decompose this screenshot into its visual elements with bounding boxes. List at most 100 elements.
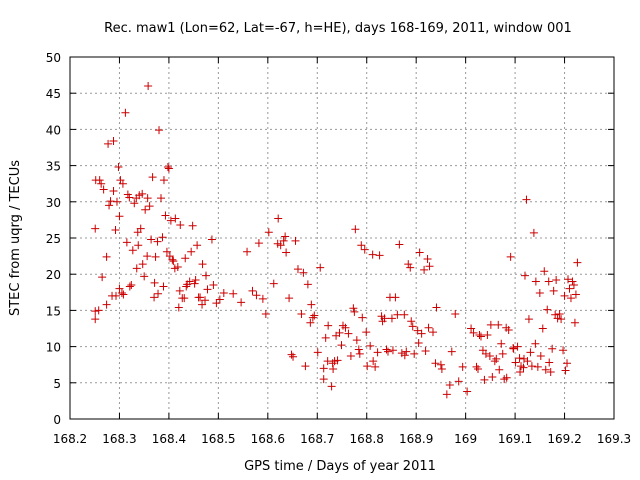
x-tick-label: 168.2 (53, 432, 87, 446)
data-point (467, 324, 476, 333)
data-point (201, 296, 210, 305)
data-point (463, 387, 472, 396)
data-point (264, 228, 273, 237)
data-point (522, 195, 531, 204)
data-point (209, 281, 218, 290)
data-point (274, 214, 283, 223)
data-point (541, 365, 550, 374)
data-point (371, 362, 380, 371)
data-point (498, 349, 507, 358)
data-point (196, 293, 205, 302)
data-point (529, 228, 538, 237)
data-point (445, 380, 454, 389)
y-tick-label: 15 (46, 304, 61, 318)
data-points (91, 82, 582, 399)
data-point (145, 202, 154, 211)
data-point (111, 291, 120, 300)
x-tick-label: 168.3 (102, 432, 136, 446)
data-point (476, 332, 485, 341)
data-point (504, 325, 513, 334)
data-point (368, 250, 377, 259)
data-point (506, 252, 515, 261)
data-point (414, 338, 423, 347)
x-tick-label: 168.8 (350, 432, 384, 446)
data-point (147, 235, 156, 244)
data-point (316, 263, 325, 272)
data-point (134, 241, 143, 250)
data-point (212, 299, 221, 308)
data-point (546, 367, 555, 376)
data-point (109, 186, 118, 195)
data-point (553, 314, 562, 323)
data-point (281, 232, 290, 241)
data-point (243, 247, 252, 256)
data-point (155, 126, 164, 135)
data-point (141, 205, 150, 214)
data-point (415, 248, 424, 257)
x-tick-label: 168.4 (152, 432, 186, 446)
data-point (524, 315, 533, 324)
data-point (252, 291, 261, 300)
data-point (229, 289, 238, 298)
data-point (307, 300, 316, 309)
data-point (299, 268, 308, 277)
data-point (254, 239, 263, 248)
data-point (417, 329, 426, 338)
data-point (423, 254, 432, 263)
data-point (301, 362, 310, 371)
data-point (483, 331, 492, 340)
chart-title: Rec. maw1 (Lon=62, Lat=-67, h=HE), days … (104, 21, 572, 36)
data-point (564, 275, 573, 284)
data-point (560, 291, 569, 300)
data-point (91, 315, 100, 324)
data-point (148, 173, 157, 182)
data-point (303, 280, 312, 289)
data-point (91, 307, 100, 316)
data-point (391, 293, 400, 302)
data-point (552, 275, 561, 284)
data-point (102, 300, 111, 309)
data-point (490, 357, 499, 366)
data-point (293, 265, 302, 274)
data-point (215, 295, 224, 304)
data-point (383, 347, 392, 356)
data-point (94, 306, 103, 315)
x-tick-label: 168.7 (300, 432, 334, 446)
data-point (421, 346, 430, 355)
data-point (548, 344, 557, 353)
data-point (166, 216, 175, 225)
data-point (538, 324, 547, 333)
data-point (380, 314, 389, 323)
data-point (360, 245, 369, 254)
data-point (319, 364, 328, 373)
data-point (140, 272, 149, 281)
data-point (531, 339, 540, 348)
data-point (543, 305, 552, 314)
data-point (400, 310, 409, 319)
data-point (287, 350, 296, 359)
data-point (219, 289, 228, 298)
y-tick-label: 10 (46, 341, 61, 355)
data-point (121, 108, 130, 117)
x-tick-label: 169.2 (547, 432, 581, 446)
data-point (162, 247, 171, 256)
data-point (526, 348, 535, 357)
data-point (174, 303, 183, 312)
data-point (125, 282, 134, 291)
y-tick-label: 35 (46, 160, 61, 174)
data-point (151, 252, 160, 261)
data-point (111, 226, 120, 235)
data-point (143, 252, 152, 261)
data-point (188, 221, 197, 230)
data-point (406, 263, 415, 272)
data-point (203, 285, 212, 294)
data-point (95, 176, 104, 185)
data-point (176, 220, 185, 229)
data-point (349, 304, 358, 313)
data-point (475, 331, 484, 340)
x-tick-label: 168.6 (251, 432, 285, 446)
data-point (333, 356, 342, 365)
data-point (352, 336, 361, 345)
data-point (472, 362, 481, 371)
